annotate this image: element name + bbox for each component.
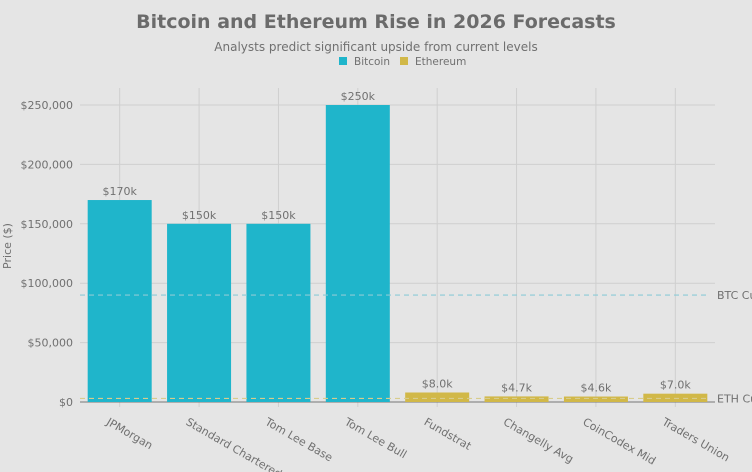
y-tick-label: $50,000 [28,337,74,350]
data-label: $4.6k [581,382,612,395]
legend-label-bitcoin: Bitcoin [354,56,390,68]
legend-swatch-ethereum [400,57,408,65]
chart-subtitle: Analysts predict significant upside from… [214,40,537,54]
bar-bitcoin [246,223,311,402]
data-label: $7.0k [660,379,691,392]
x-tick-label: Tom Lee Base [262,415,335,465]
chart-title: Bitcoin and Ethereum Rise in 2026 Foreca… [136,11,616,33]
data-label: $150k [261,209,296,222]
legend-label-ethereum: Ethereum [415,56,466,68]
data-label: $8.0k [422,377,453,390]
y-tick-label: $100,000 [21,277,74,290]
data-label: $4.7k [501,381,532,394]
data-label: $150k [182,209,217,222]
y-tick-label: $0 [59,396,73,409]
x-tick-label: Tom Lee Bull [341,415,408,461]
x-tick-label: Changelly Avg [501,415,576,466]
bar-ethereum [405,392,470,402]
x-tick-label: JPMorgan [103,415,155,452]
reference-line-label: BTC Cu [717,289,752,302]
x-tick-label: Fundstrat [422,415,474,453]
x-tick-label: CoinCodex Mid [580,415,657,467]
y-tick-label: $200,000 [21,158,74,171]
y-tick-label: $250,000 [21,99,74,112]
bar-ethereum [563,396,628,402]
reference-line-label: ETH Cu [717,392,752,405]
bar-bitcoin [87,200,152,402]
y-axis-label: Price ($) [1,223,14,269]
legend: Bitcoin Ethereum [339,56,466,68]
bar-bitcoin [325,105,390,402]
bar-bitcoin [167,223,232,402]
data-label: $170k [103,185,138,198]
x-tick-label: Traders Union [659,415,732,465]
y-tick-label: $150,000 [21,218,74,231]
legend-swatch-bitcoin [339,57,347,65]
bar-ethereum [484,396,549,402]
data-label: $250k [341,90,376,103]
